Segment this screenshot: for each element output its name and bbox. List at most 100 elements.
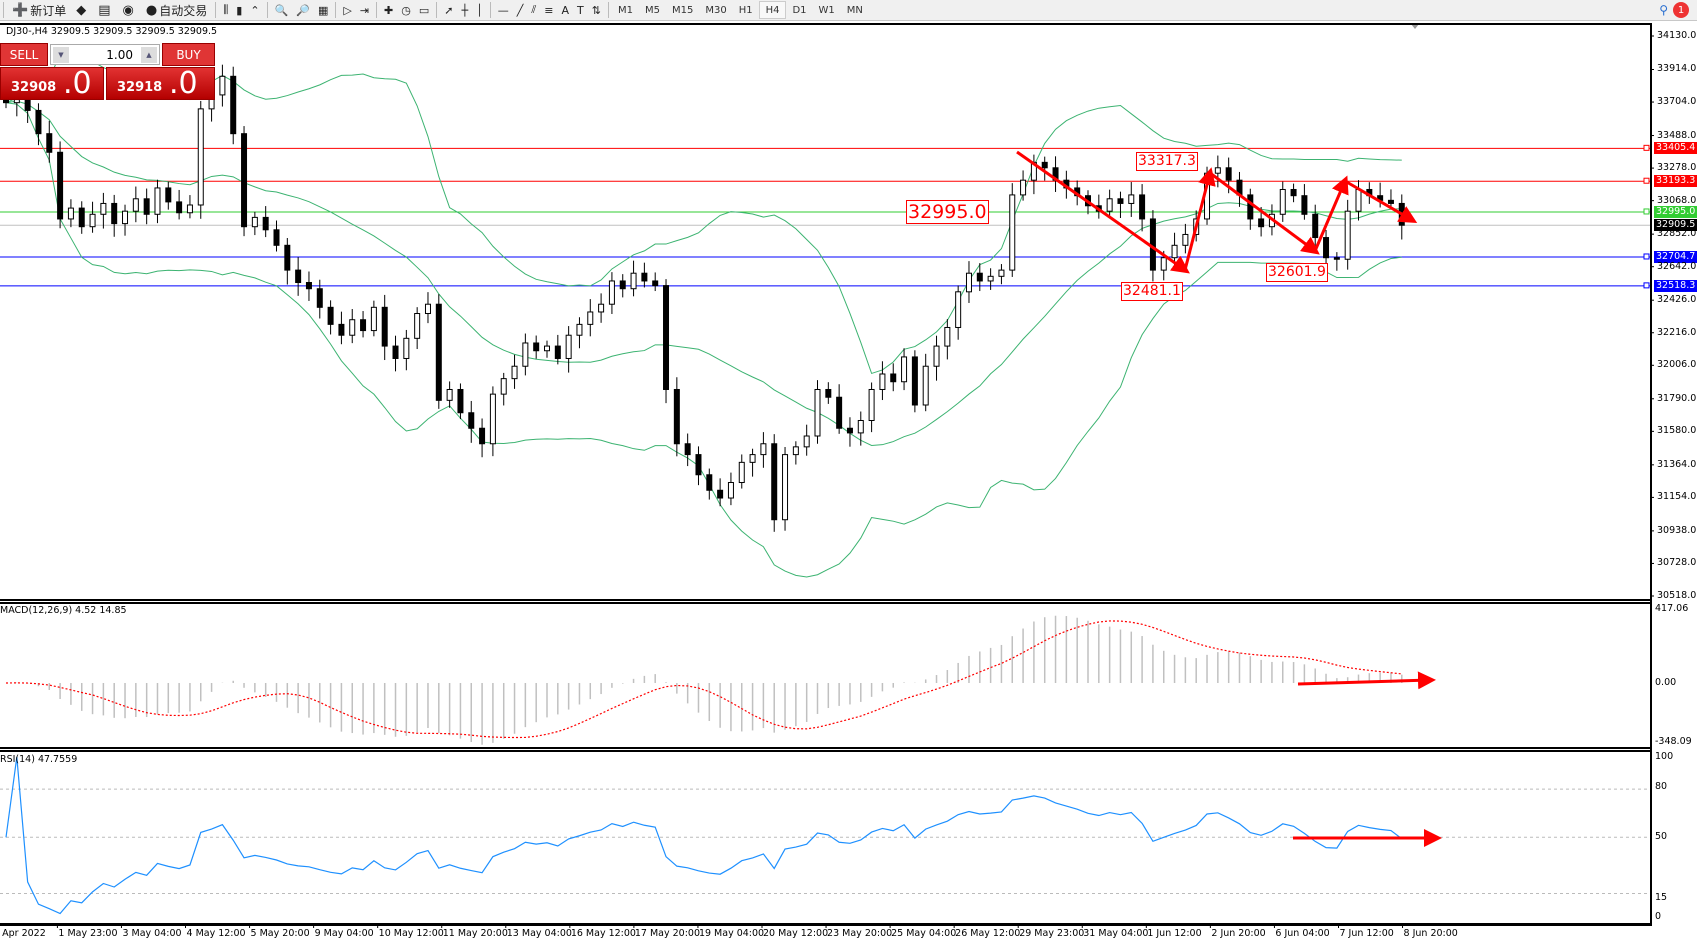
annotation-label[interactable]: 32601.9 [1266,263,1328,282]
bollinger-lower-band [5,102,1402,578]
time-axis-label: 11 May 20:00 [442,928,508,939]
line-handle-icon [1643,177,1650,184]
crosshair-icon[interactable]: ┼ [461,3,469,17]
meta-editor-button[interactable]: ▤ [93,0,117,20]
price-axis-label: 31154.0 [1657,491,1697,503]
candle [1182,223,1189,254]
candle [1139,184,1146,232]
candle [836,384,843,434]
candle [782,447,789,531]
candle [176,189,183,220]
candle [1128,182,1135,217]
candle [1020,170,1027,201]
annotation-label[interactable]: 32995.0 [906,200,989,224]
sell-button[interactable]: SELL [0,43,48,66]
horizontal-line-icon[interactable]: — [497,3,509,17]
periods-icon[interactable]: ◷ [401,3,411,17]
volume-increase-icon[interactable]: ▲ [141,47,157,63]
candle [360,311,367,338]
period-h1[interactable]: H1 [738,4,753,16]
period-m15[interactable]: M15 [671,4,694,16]
price-axis-label: 33488.0 [1657,129,1697,141]
cursor-icon[interactable]: ➚ [444,3,454,17]
line-handle-icon [1643,253,1650,260]
candlestick-icon[interactable]: ▮ [236,3,243,17]
period-m1[interactable]: M1 [617,4,633,16]
signals-button[interactable]: ◉ [118,0,141,20]
period-m30[interactable]: M30 [705,4,727,16]
annotation-label[interactable]: 32481.1 [1121,282,1183,301]
rsi-level-0: 0 [1655,911,1662,922]
zoom-out-icon[interactable]: 🔎 [296,3,310,17]
bear-candle-body [911,356,918,406]
chart-shift-marker-icon [1411,24,1419,29]
candle [814,380,821,444]
notifications-badge[interactable]: 1 [1673,2,1689,18]
toolbar-separator [489,2,491,18]
bear-candle-body [652,280,659,287]
bull-candle-body [868,388,875,421]
text-label-icon[interactable]: T [577,3,584,17]
macd-label: MACD(12,26,9) 4.52 14.85 [0,605,127,616]
sell-price-button[interactable]: 32908 .0 [0,67,104,100]
price-axis-label: 33278.0 [1657,162,1697,174]
equidistant-channel-icon[interactable]: ⫽ [531,3,537,16]
annotation-label[interactable]: 33317.3 [1136,152,1198,171]
buy-button[interactable]: BUY [162,43,215,66]
candle [446,381,453,408]
trendline-icon[interactable]: ╱ [516,3,524,17]
bear-candle-body [890,373,897,383]
auto-trading-button[interactable]: ● 自动交易 [141,0,212,20]
bull-candle-body [67,207,74,220]
templates-icon[interactable]: ▭ [418,3,430,17]
chart-shift-icon[interactable]: ▷ [343,3,352,17]
indicators-icon[interactable]: ✚ [384,3,394,17]
volume-decrease-icon[interactable]: ▼ [53,47,69,63]
bull-candle-body [511,365,518,380]
sell-label: SELL [9,47,39,62]
period-w1[interactable]: W1 [818,4,835,16]
sell-price-main: 32908 [11,80,57,95]
candle [1009,183,1016,277]
candle [760,432,767,468]
search-icon[interactable]: ⚲ [1659,3,1668,17]
candle [435,294,442,409]
line-handle-icon [1643,144,1650,151]
bear-candle-body [457,388,464,414]
arrows-icon[interactable]: ⇅ [591,3,601,17]
buy-price-button[interactable]: 32918 .0 [106,67,215,100]
period-mn[interactable]: MN [846,4,863,16]
candle [522,333,529,376]
period-m5[interactable]: M5 [644,4,660,16]
candle [901,348,908,391]
tile-windows-icon[interactable]: ▦ [317,3,329,17]
time-axis-label: 6 Jun 04:00 [1275,928,1330,939]
candle [846,417,853,447]
new-order-button[interactable]: ➕ 新订单 [7,0,71,20]
bull-candle-body [13,99,20,104]
bear-candle-body [1247,194,1254,220]
bear-candle-body [1139,194,1146,220]
bull-candle-body [998,269,1005,277]
candle [976,263,983,292]
period-d1[interactable]: D1 [792,4,807,16]
line-chart-icon[interactable]: ⌃ [250,3,260,17]
zoom-in-icon[interactable]: 🔍 [274,3,289,17]
bear-candle-body [1312,213,1319,239]
volume-input[interactable]: 1.00 [106,48,133,62]
history-center-button[interactable]: ◆ [71,0,93,20]
bear-candle-body [295,269,302,284]
period-h4[interactable]: H4 [758,1,787,19]
candle [663,279,670,404]
candle [273,220,280,252]
bar-chart-icon[interactable]: ⫼ [223,3,229,16]
bull-candle-body [186,204,193,214]
text-icon[interactable]: A [561,3,570,17]
fibonacci-icon[interactable]: ≡ [544,3,554,17]
line-handle-icon [1643,208,1650,215]
vertical-line-icon[interactable]: │ [476,3,483,17]
volume-stepper[interactable]: ▼ 1.00 ▲ [50,44,160,65]
price-axis-label: 32426.0 [1657,294,1697,306]
autoscroll-icon[interactable]: ⇥ [359,3,370,17]
